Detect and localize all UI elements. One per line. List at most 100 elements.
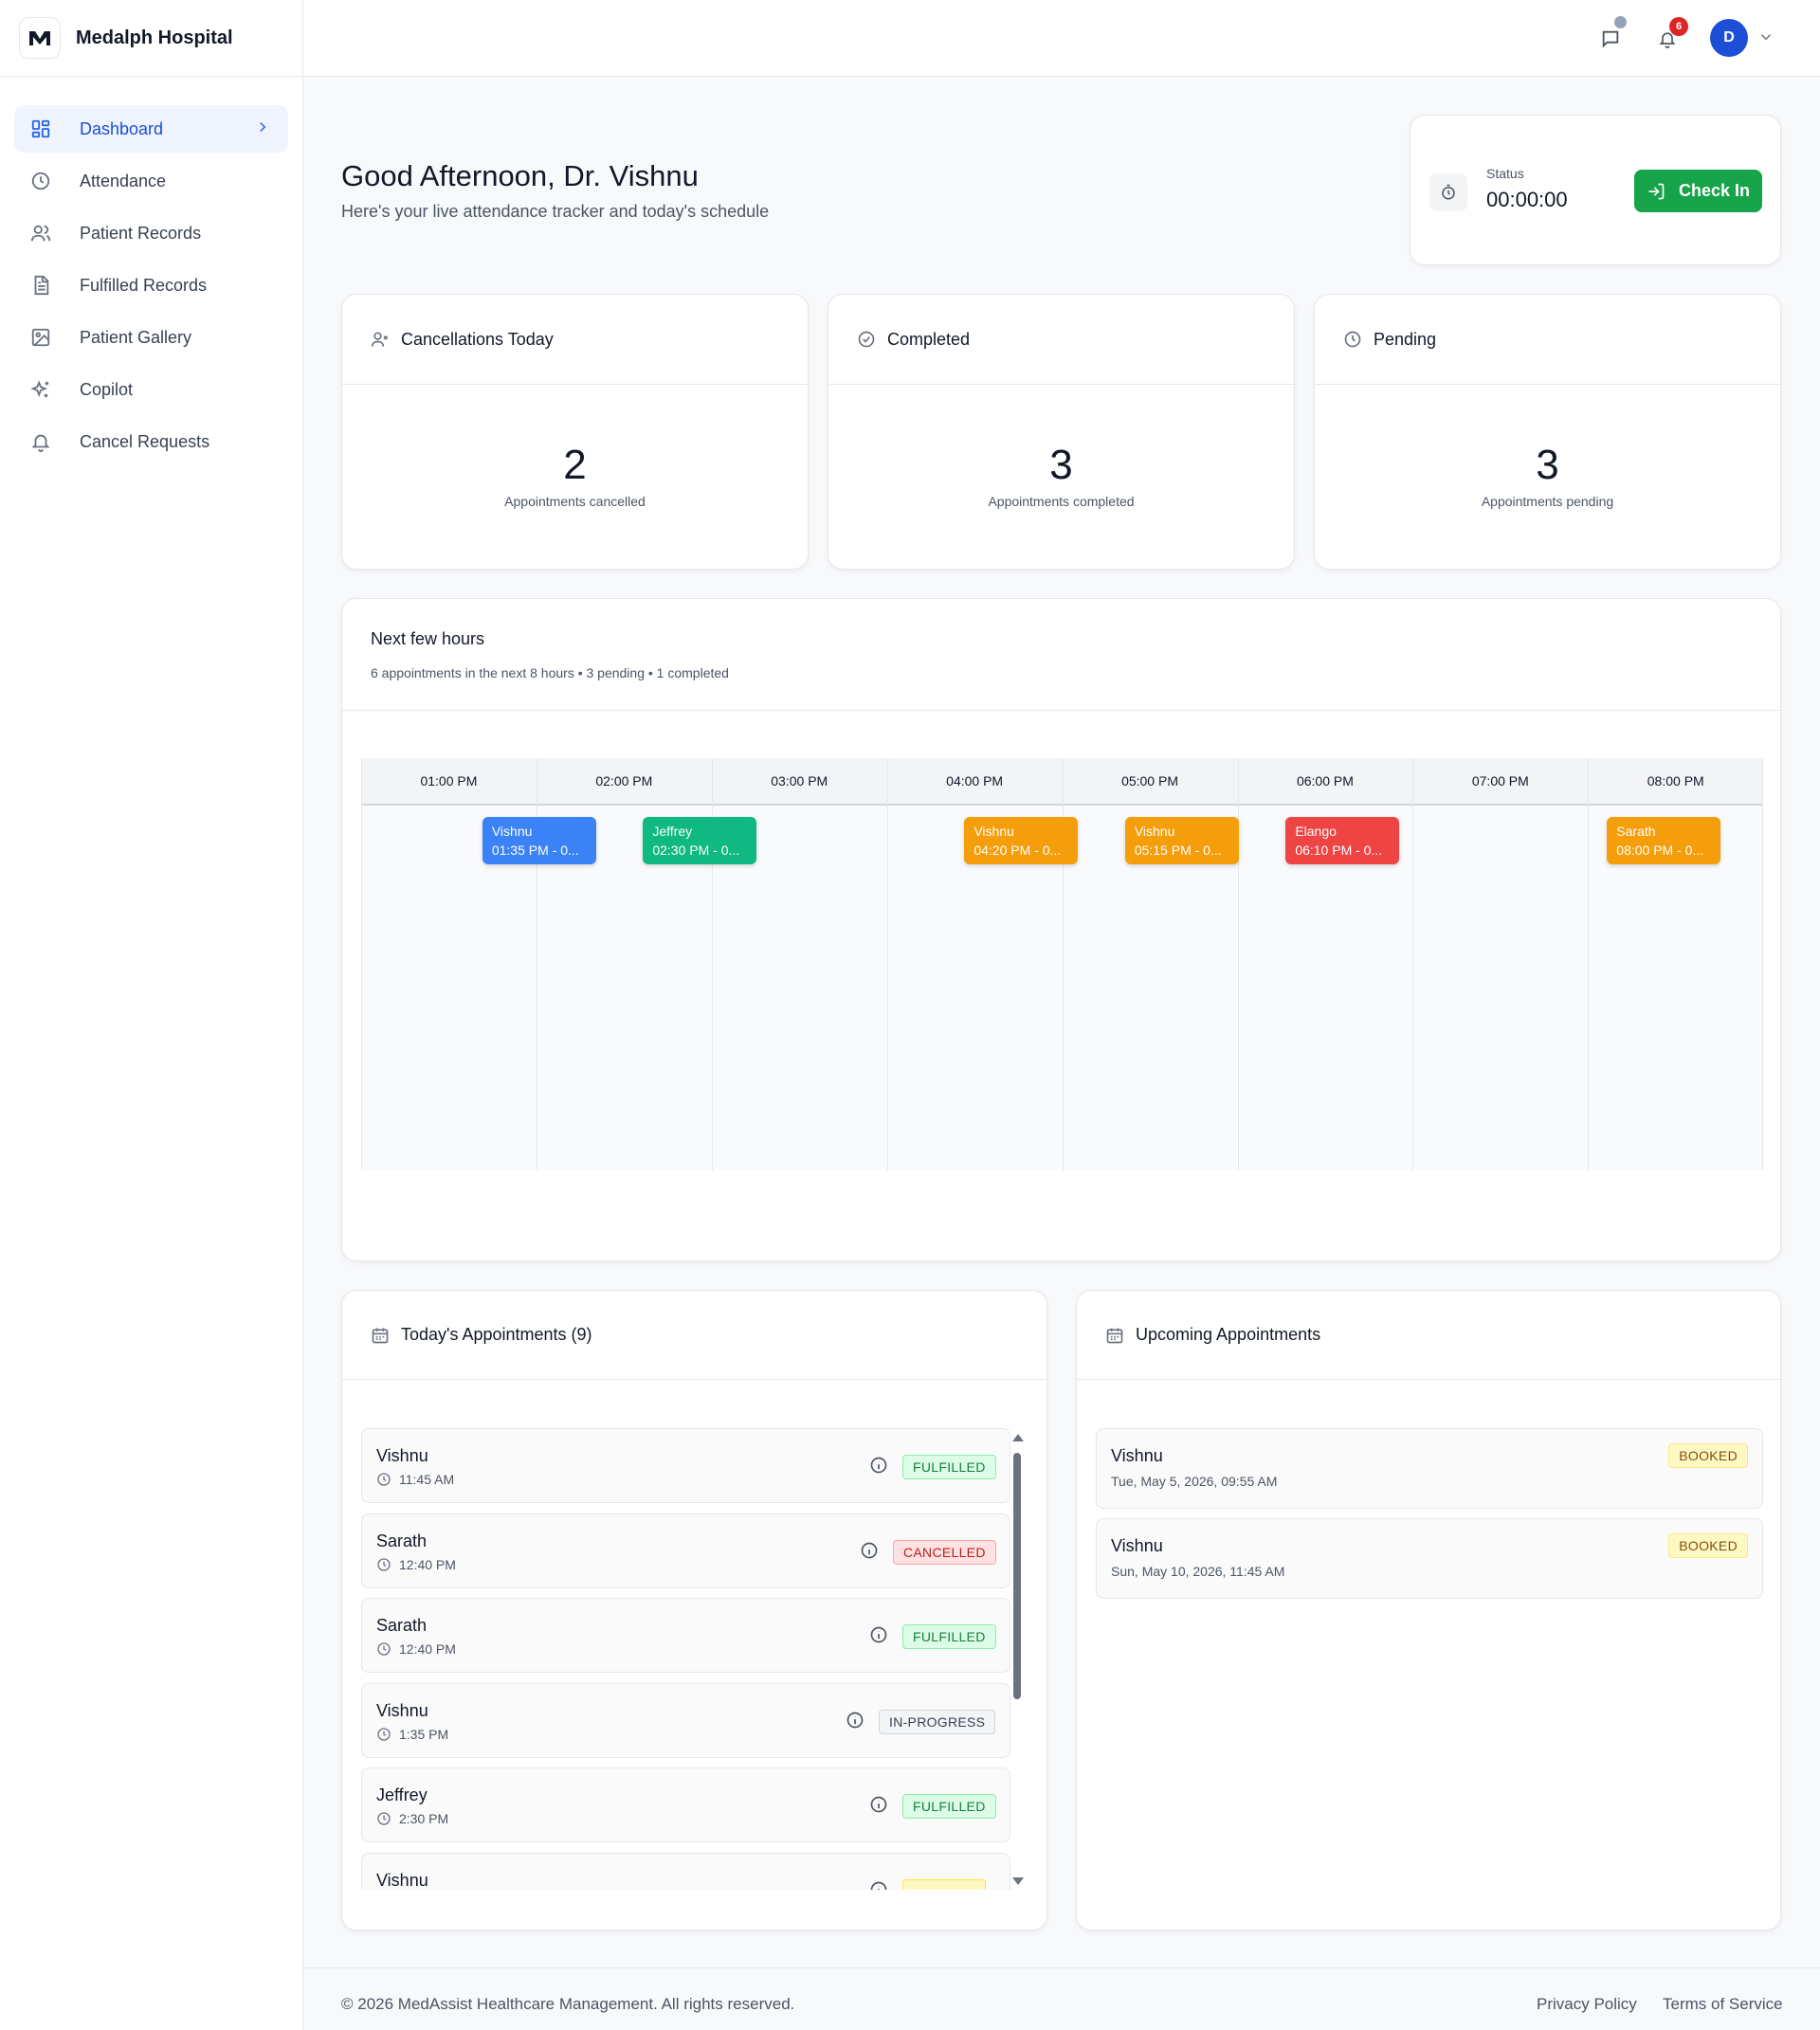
appointment-time-text: 12:40 PM bbox=[399, 1556, 456, 1572]
sidebar-item-patient-gallery[interactable]: Patient Gallery bbox=[14, 314, 288, 361]
timeline-event[interactable]: Vishnu 04:20 PM - 0... bbox=[964, 817, 1079, 864]
appointment-datetime: Tue, May 5, 2026, 09:55 AM bbox=[1111, 1474, 1278, 1489]
page-subtitle: Here's your live attendance tracker and … bbox=[341, 202, 770, 221]
status-badge bbox=[902, 1878, 986, 1890]
status-badge: BOOKED bbox=[1668, 1443, 1748, 1468]
timeline-event[interactable]: Vishnu 01:35 PM - 0... bbox=[482, 817, 596, 864]
timeline-event[interactable]: Vishnu 05:15 PM - 0... bbox=[1124, 817, 1239, 864]
sidebar-item-fulfilled-records[interactable]: Fulfilled Records bbox=[14, 262, 288, 309]
notification-count-badge: 6 bbox=[1669, 17, 1688, 36]
status-badge: FULFILLED bbox=[902, 1455, 996, 1479]
sidebar-item-label: Patient Gallery bbox=[80, 327, 192, 347]
timeline-title: Next few hours bbox=[371, 629, 485, 648]
image-icon bbox=[28, 325, 53, 350]
messages-button[interactable] bbox=[1596, 16, 1627, 53]
timeline-card: Next few hours 6 appointments in the nex… bbox=[341, 598, 1781, 1261]
user-x-icon bbox=[371, 330, 390, 349]
chevron-down-icon[interactable] bbox=[1757, 28, 1774, 50]
check-in-button[interactable]: Check In bbox=[1634, 170, 1762, 212]
scroll-down-arrow-icon[interactable] bbox=[1012, 1877, 1024, 1885]
info-icon[interactable] bbox=[869, 1795, 888, 1814]
appointment-time-text: 1:35 PM bbox=[399, 1726, 449, 1742]
appointment-item[interactable]: Jeffrey 2:30 PM FULFILLED bbox=[361, 1767, 1010, 1842]
privacy-policy-link[interactable]: Privacy Policy bbox=[1537, 1995, 1637, 2013]
timeline-hour-label: 02:00 PM bbox=[595, 773, 653, 788]
timeline-column-border bbox=[1762, 758, 1764, 1170]
todays-appointments-card: Today's Appointments (9) Vishnu 11:45 AM F… bbox=[341, 1290, 1047, 1930]
appointment-item[interactable]: Sarath 12:40 PM CANCELLED bbox=[361, 1513, 1010, 1588]
stat-card-completed: Completed 3 Appointments completed bbox=[828, 294, 1295, 570]
appointment-item[interactable]: Vishnu 11:45 AM FULFILLED bbox=[361, 1428, 1010, 1503]
check-circle-icon bbox=[857, 330, 876, 349]
bell-icon bbox=[1659, 32, 1676, 48]
clock-icon bbox=[376, 1472, 391, 1487]
event-patient-name: Vishnu bbox=[491, 824, 533, 839]
calendar-icon bbox=[371, 1326, 390, 1345]
brand-name: Medalph Hospital bbox=[76, 27, 233, 48]
appointment-item[interactable]: Vishnu bbox=[361, 1852, 1010, 1890]
sidebar: Medalph Hospital Dashboard Attendance Pa… bbox=[0, 0, 303, 2030]
sidebar-item-label: Dashboard bbox=[80, 118, 164, 138]
timeline-event[interactable]: Sarath 08:00 PM - 0... bbox=[1607, 817, 1721, 864]
event-patient-name: Vishnu bbox=[974, 824, 1014, 839]
scroll-thumb[interactable] bbox=[1013, 1453, 1021, 1699]
stat-card-title: Completed bbox=[887, 329, 971, 349]
clock-icon bbox=[376, 1557, 391, 1572]
appointment-time: 11:45 AM bbox=[376, 1472, 454, 1487]
timeline-event[interactable]: Elango 06:10 PM - 0... bbox=[1285, 817, 1400, 864]
stat-card-header: Pending bbox=[1315, 295, 1780, 385]
user-avatar[interactable]: D bbox=[1710, 19, 1748, 57]
stat-caption: Appointments pending bbox=[1481, 494, 1614, 509]
status-badge: FULFILLED bbox=[902, 1794, 996, 1819]
event-patient-name: Vishnu bbox=[1134, 824, 1175, 839]
bell-icon bbox=[28, 429, 53, 454]
info-icon[interactable] bbox=[869, 1456, 888, 1475]
patient-name: Vishnu bbox=[376, 1700, 428, 1720]
sidebar-item-label: Fulfilled Records bbox=[80, 275, 208, 295]
status-badge: IN-PROGRESS bbox=[879, 1709, 996, 1734]
event-time: 04:20 PM - 0... bbox=[974, 843, 1062, 858]
timeline-hour-label: 01:00 PM bbox=[420, 773, 478, 788]
stat-caption: Appointments completed bbox=[988, 494, 1135, 509]
upcoming-item[interactable]: Vishnu Sun, May 10, 2026, 11:45 AM BOOKE… bbox=[1096, 1518, 1763, 1599]
document-icon bbox=[28, 273, 53, 298]
todays-appointments-title: Today's Appointments (9) bbox=[401, 1325, 592, 1344]
appointment-item[interactable]: Sarath 12:40 PM FULFILLED bbox=[361, 1598, 1010, 1673]
scrollbar[interactable] bbox=[1010, 1434, 1024, 1889]
stat-card-title: Cancellations Today bbox=[401, 329, 554, 349]
terms-of-service-link[interactable]: Terms of Service bbox=[1663, 1995, 1783, 2013]
notifications-button[interactable]: 6 bbox=[1653, 17, 1688, 53]
patient-name: Vishnu bbox=[376, 1870, 428, 1890]
timeline-hour-column bbox=[1588, 758, 1763, 1170]
sidebar-item-patient-records[interactable]: Patient Records bbox=[14, 209, 288, 257]
sidebar-item-dashboard[interactable]: Dashboard bbox=[14, 105, 288, 153]
info-icon[interactable] bbox=[869, 1880, 888, 1890]
upcoming-item[interactable]: Vishnu Tue, May 5, 2026, 09:55 AM BOOKED bbox=[1096, 1428, 1763, 1509]
dashboard-grid-icon bbox=[28, 117, 53, 141]
scroll-up-arrow-icon[interactable] bbox=[1012, 1434, 1024, 1441]
info-icon[interactable] bbox=[869, 1625, 888, 1644]
brand-logo-icon bbox=[19, 17, 61, 59]
sidebar-item-cancel-requests[interactable]: Cancel Requests bbox=[14, 418, 288, 465]
sidebar-item-copilot[interactable]: Copilot bbox=[14, 366, 288, 413]
appointment-time: 1:35 PM bbox=[376, 1727, 448, 1742]
patient-name: Vishnu bbox=[376, 1446, 428, 1465]
sidebar-item-label: Patient Records bbox=[80, 223, 202, 243]
patient-name: Sarath bbox=[376, 1616, 428, 1635]
check-in-label: Check In bbox=[1678, 181, 1751, 200]
sidebar-item-attendance[interactable]: Attendance bbox=[14, 157, 288, 205]
event-time: 05:15 PM - 0... bbox=[1134, 843, 1222, 858]
info-icon[interactable] bbox=[846, 1711, 864, 1730]
clock-icon bbox=[376, 1641, 391, 1657]
event-time: 01:35 PM - 0... bbox=[491, 843, 579, 858]
timeline-hour-label: 08:00 PM bbox=[1647, 773, 1704, 788]
brand[interactable]: Medalph Hospital bbox=[0, 0, 302, 77]
appointment-item[interactable]: Vishnu 1:35 PM IN-PROGRESS bbox=[361, 1682, 1010, 1758]
timeline-event[interactable]: Jeffrey 02:30 PM - 0... bbox=[643, 817, 757, 864]
appointments-list[interactable]: Vishnu 11:45 AM FULFILLED Sarath 12:40 PM CAN… bbox=[361, 1428, 1010, 1890]
upcoming-appointments-title: Upcoming Appointments bbox=[1136, 1325, 1321, 1344]
page-title: Good Afternoon, Dr. Vishnu bbox=[341, 159, 699, 192]
timeline-subtitle: 6 appointments in the next 8 hours • 3 p… bbox=[371, 665, 729, 680]
info-icon[interactable] bbox=[860, 1541, 879, 1560]
timeline-hour-column bbox=[361, 758, 537, 1170]
